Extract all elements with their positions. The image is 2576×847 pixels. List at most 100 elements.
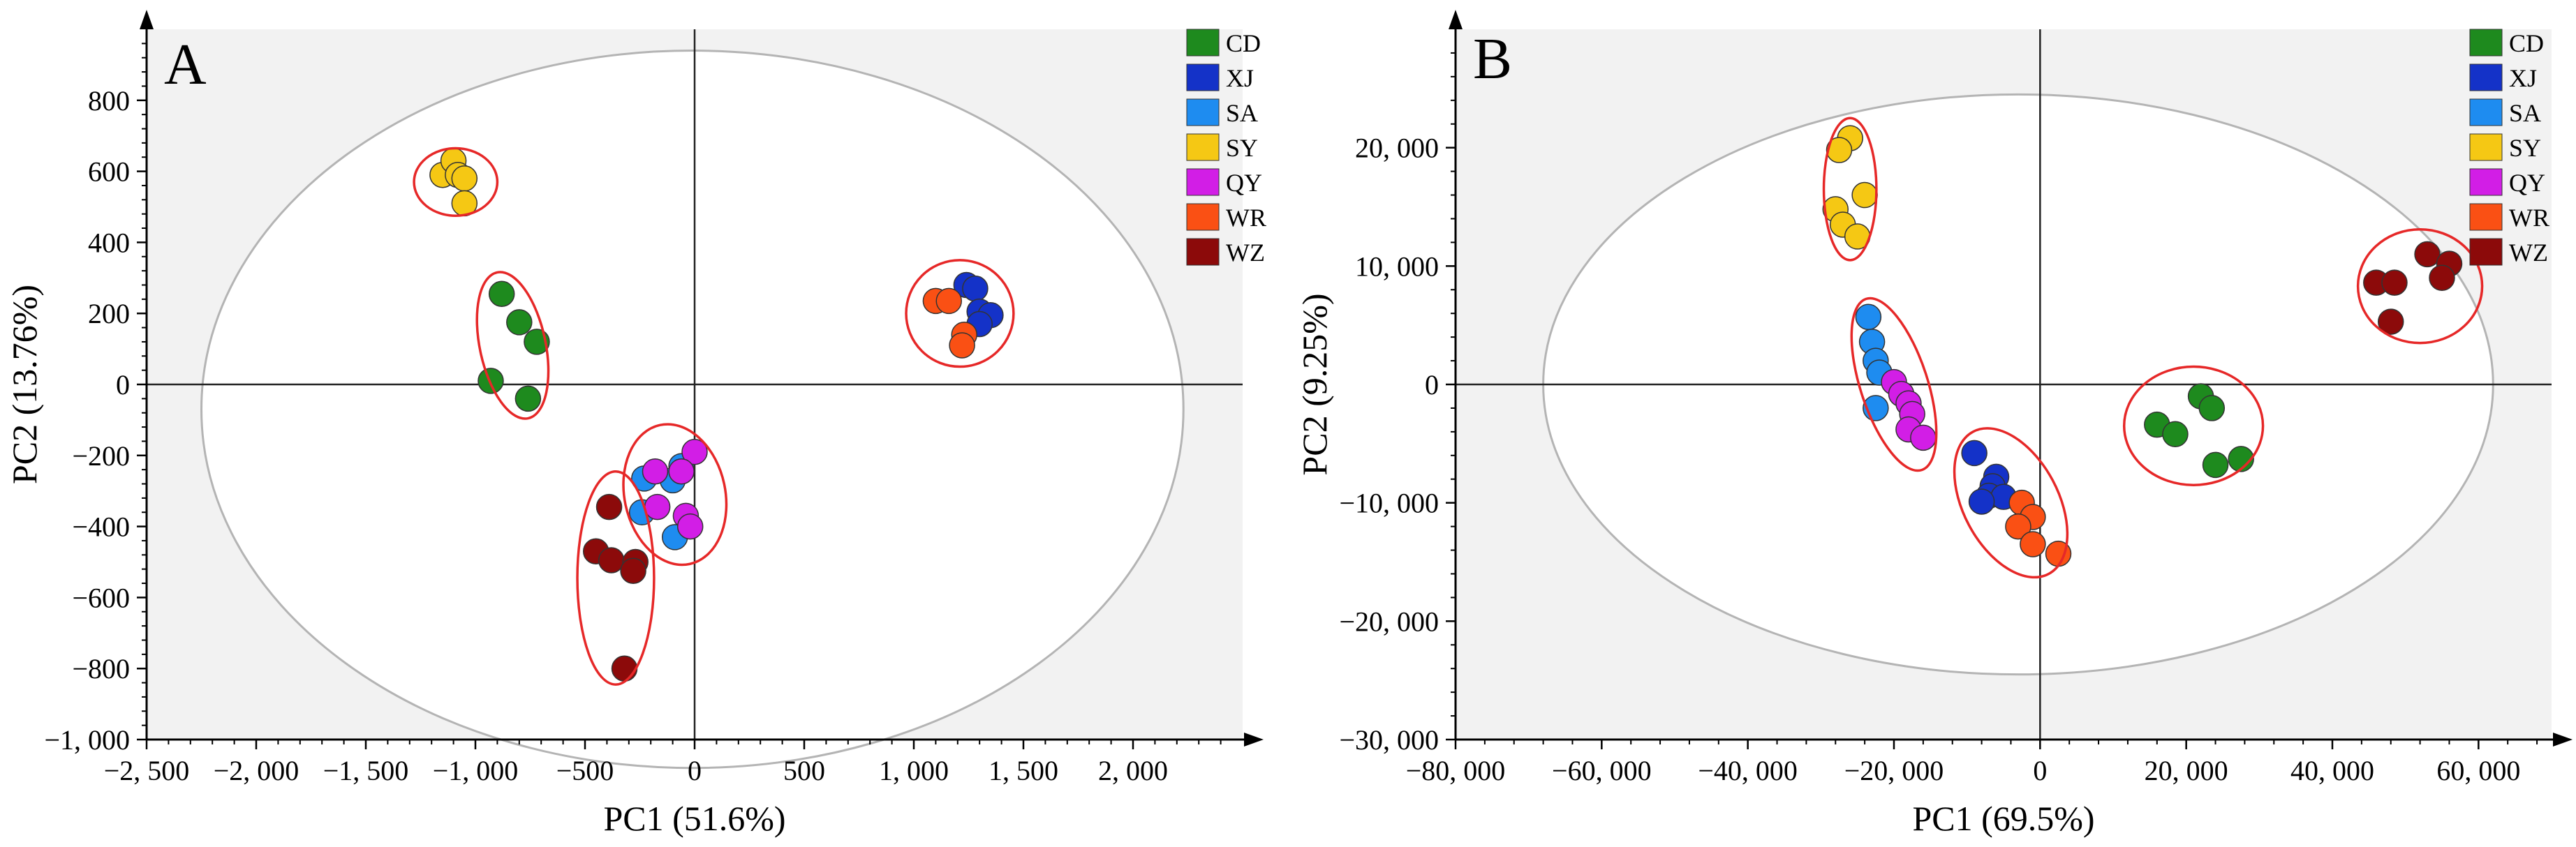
point-qy xyxy=(676,513,704,540)
point-sy xyxy=(1826,137,1853,163)
point-qy xyxy=(1910,424,1937,451)
legend-label-qy: QY xyxy=(2509,169,2545,197)
y-tick-label: 800 xyxy=(88,85,130,117)
y-axis-arrow xyxy=(1449,10,1463,29)
point-cd xyxy=(2198,395,2226,421)
point-cd xyxy=(478,368,504,394)
point-xj xyxy=(1968,488,1995,515)
cluster-ring xyxy=(1822,117,1878,262)
legend-label-wz: WZ xyxy=(1226,239,1265,267)
legend-swatch-wz xyxy=(2469,238,2503,266)
y-tick-label: −30, 000 xyxy=(1339,724,1439,756)
legend-label-sy: SY xyxy=(2509,134,2541,162)
confidence-ellipse xyxy=(200,50,1185,770)
y-tick-label: −800 xyxy=(72,653,130,684)
legend-swatch-wr xyxy=(1186,203,1220,231)
panel-letter: A xyxy=(164,32,207,97)
point-wr xyxy=(949,332,975,359)
legend-label-wr: WR xyxy=(2509,204,2549,232)
legend-swatch-xj xyxy=(1186,63,1220,91)
point-cd xyxy=(2162,421,2189,448)
x-tick-label: −500 xyxy=(556,755,614,786)
y-tick-label: 0 xyxy=(1425,369,1439,400)
legend-label-qy: QY xyxy=(1226,169,1262,197)
y-tick-label: −200 xyxy=(72,440,130,472)
y-tick-label: 400 xyxy=(88,227,130,258)
point-wz xyxy=(611,655,638,682)
point-cd xyxy=(515,385,542,412)
x-tick-label: 1, 000 xyxy=(879,755,949,786)
x-tick-label: 20, 000 xyxy=(2145,755,2228,786)
cluster-ring xyxy=(2122,365,2265,486)
x-axis-arrow xyxy=(2553,733,2573,747)
x-tick-label: −20, 000 xyxy=(1844,755,1944,786)
legend-swatch-cd xyxy=(2469,29,2503,57)
legend-swatch-xj xyxy=(2469,63,2503,91)
x-tick-label: −40, 000 xyxy=(1698,755,1798,786)
panel-a: −2, 500 −2, 000 −1, 500 −1, 000 −500 0 500 1, 0… xyxy=(5,10,1266,838)
legend-swatch-cd xyxy=(1186,29,1220,57)
x-tick-label: 1, 500 xyxy=(989,755,1058,786)
legend-label-cd: CD xyxy=(2509,29,2544,57)
cluster-ring xyxy=(622,423,728,567)
point-qy xyxy=(644,493,671,520)
legend-label-sy: SY xyxy=(1226,134,1258,162)
y-tick-label: 10, 000 xyxy=(1355,250,1439,282)
point-xj xyxy=(1961,440,1987,467)
cluster-ring xyxy=(1953,427,2069,579)
x-axis-arrow xyxy=(1244,733,1264,747)
y-tick-label: −600 xyxy=(72,582,130,613)
point-wr xyxy=(2020,531,2046,557)
point-wz xyxy=(620,557,646,584)
y-tick-label: −20, 000 xyxy=(1339,606,1439,637)
y-tick-label: 600 xyxy=(88,156,130,188)
point-wz xyxy=(2381,269,2408,296)
y-tick-label: 0 xyxy=(116,369,130,400)
y-tick-label: −10, 000 xyxy=(1339,488,1439,519)
point-cd xyxy=(488,280,515,307)
cluster-ring xyxy=(576,470,656,686)
panel-letter: B xyxy=(1473,27,1512,91)
y-axis-arrow xyxy=(140,10,154,29)
x-tick-label: 2, 000 xyxy=(1098,755,1168,786)
point-wz xyxy=(2429,264,2455,292)
x-tick-label: −1, 500 xyxy=(323,755,409,786)
cluster-ring xyxy=(475,271,550,420)
y-axis-title: PC2 (13.76%) xyxy=(5,285,44,484)
x-tick-label: −60, 000 xyxy=(1552,755,1652,786)
point-qy xyxy=(681,438,708,465)
legend-swatch-qy xyxy=(1186,168,1220,196)
point-sy xyxy=(1851,181,1878,209)
legend-label-xj: XJ xyxy=(2509,64,2537,92)
legend-label-cd: CD xyxy=(1226,29,1261,57)
y-tick-label: 20, 000 xyxy=(1355,133,1439,164)
point-wz xyxy=(2414,241,2441,268)
legend-label-sa: SA xyxy=(2509,99,2541,127)
x-tick-label: 0 xyxy=(688,755,702,786)
x-tick-label: −2, 500 xyxy=(104,755,190,786)
x-tick-label: 40, 000 xyxy=(2290,755,2374,786)
point-wr xyxy=(2005,513,2031,540)
x-tick-label: 0 xyxy=(2033,755,2047,786)
legend-swatch-sa xyxy=(2469,98,2503,126)
x-tick-label: −80, 000 xyxy=(1406,755,1506,786)
legend-label-sa: SA xyxy=(1226,99,1258,127)
point-sy xyxy=(451,165,478,192)
legend-label-xj: XJ xyxy=(1226,64,1254,92)
legend-label-wr: WR xyxy=(1226,204,1266,232)
point-wz xyxy=(598,547,625,574)
point-cd xyxy=(506,309,533,336)
point-qy xyxy=(642,458,669,485)
x-tick-label: −1, 000 xyxy=(433,755,519,786)
point-cd xyxy=(2228,446,2254,472)
y-tick-label: −400 xyxy=(72,511,130,543)
y-tick-label: 200 xyxy=(88,298,130,329)
point-cd xyxy=(2202,451,2229,479)
cluster-ring xyxy=(1850,297,1938,472)
point-wr xyxy=(935,287,962,315)
point-wz xyxy=(2377,308,2404,335)
legend-swatch-sy xyxy=(1186,133,1220,161)
legend-swatch-wr xyxy=(2469,203,2503,231)
panel-b: −80, 000 −60, 000 −40, 000 −20, 000 0 20, 000… xyxy=(1295,10,2573,838)
